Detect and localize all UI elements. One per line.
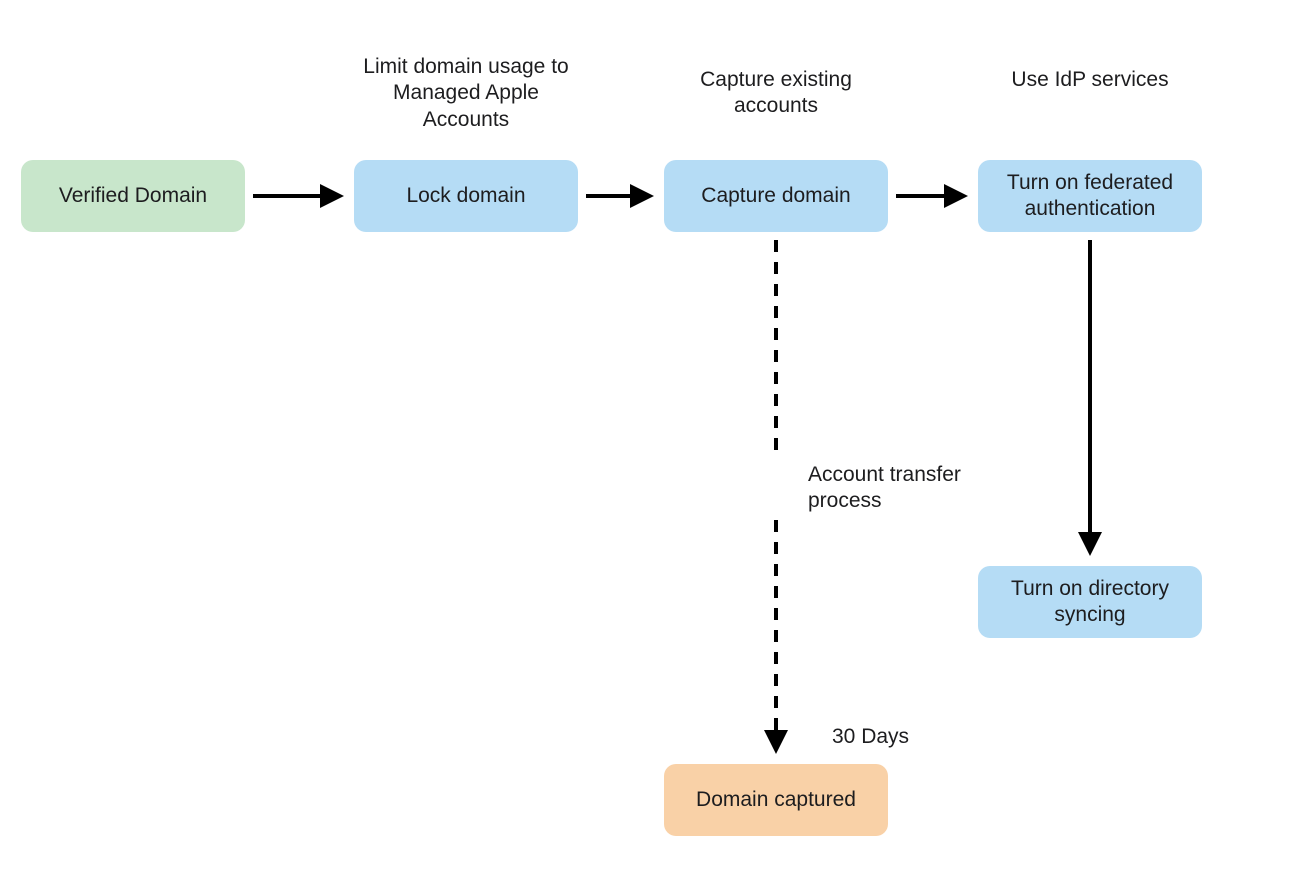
header-limit-usage-text: Limit domain usage to Managed Apple Acco… [363,55,568,131]
header-use-idp-text: Use IdP services [1011,68,1168,91]
node-verified-domain: Verified Domain [21,160,245,232]
node-verified-domain-label: Verified Domain [59,183,207,209]
node-directory-syncing-label: Turn on directory syncing [988,576,1192,629]
node-federated-auth-label: Turn on federated authentication [988,170,1192,223]
node-directory-syncing: Turn on directory syncing [978,566,1202,638]
node-federated-auth: Turn on federated authentication [978,160,1202,232]
node-domain-captured: Domain captured [664,764,888,836]
edge-label-thirty-days: 30 Days [832,724,952,750]
flowchart-canvas: Limit domain usage to Managed Apple Acco… [0,0,1296,896]
header-limit-usage: Limit domain usage to Managed Apple Acco… [354,54,578,133]
edge-label-account-transfer-l2: process [808,489,882,512]
header-use-idp: Use IdP services [978,67,1202,93]
node-capture-domain: Capture domain [664,160,888,232]
header-capture-existing-text: Capture existing accounts [700,68,852,117]
node-lock-domain: Lock domain [354,160,578,232]
node-capture-domain-label: Capture domain [701,183,850,209]
node-domain-captured-label: Domain captured [696,787,856,813]
edge-label-thirty-days-text: 30 Days [832,725,909,748]
node-lock-domain-label: Lock domain [406,183,525,209]
edge-label-account-transfer-l1: Account transfer [808,463,961,486]
edge-label-account-transfer: Account transfer process [808,458,1048,519]
header-capture-existing: Capture existing accounts [664,67,888,120]
edges-layer [0,0,1296,896]
